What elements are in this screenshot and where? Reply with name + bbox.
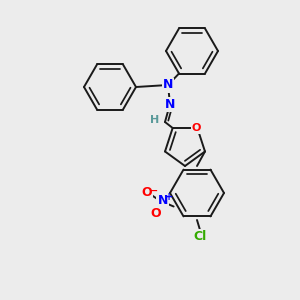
Text: −: − [150, 185, 158, 196]
Text: Cl: Cl [194, 230, 207, 242]
Text: H: H [150, 115, 160, 125]
Text: N: N [163, 79, 173, 92]
Text: O: O [150, 207, 161, 220]
Text: +: + [165, 193, 173, 202]
Text: O: O [141, 186, 152, 199]
Text: N: N [158, 194, 168, 207]
Text: N: N [165, 98, 175, 110]
Text: O: O [192, 123, 201, 133]
